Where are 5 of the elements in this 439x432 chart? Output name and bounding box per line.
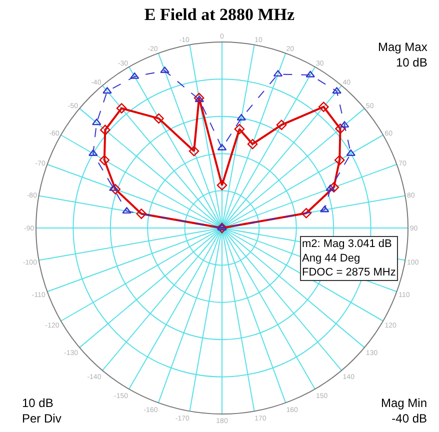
text: m2: Mag 3.041 dB Ang 44 Deg FDOC = 2875 MHz [302, 238, 396, 279]
text: 10 dB Per Div [22, 396, 62, 426]
text: Mag Min -40 dB [381, 396, 428, 426]
text: Mag Max 10 dB [378, 40, 428, 70]
chart-title: E Field at 2880 MHz [144, 4, 296, 24]
